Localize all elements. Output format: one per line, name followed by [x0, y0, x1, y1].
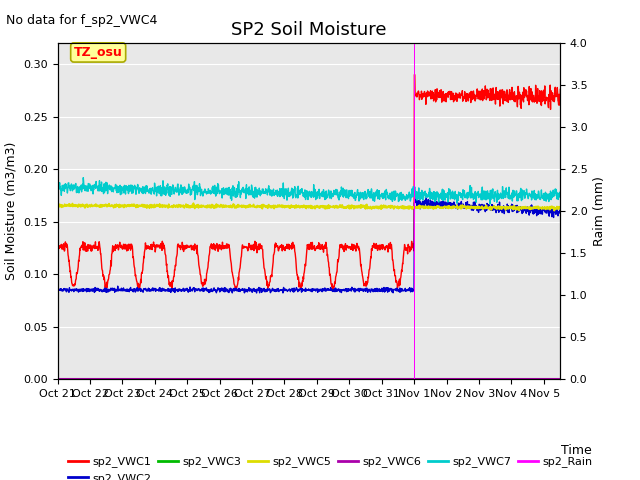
- sp2_VWC2: [303, 288, 311, 293]
- Text: TZ_osu: TZ_osu: [74, 46, 122, 59]
- Line: sp2_VWC1: sp2_VWC1: [58, 75, 576, 291]
- sp2_VWC5: [572, 205, 580, 211]
- sp2_VWC2: [440, 198, 447, 204]
- sp2_VWC7: [516, 190, 524, 196]
- sp2_VWC2: [566, 209, 574, 215]
- sp2_VWC6: [566, 376, 573, 382]
- sp2_VWC1: [566, 90, 574, 96]
- sp2_VWC3: [572, 376, 580, 382]
- sp2_VWC3: [439, 376, 447, 382]
- sp2_VWC3: [303, 376, 311, 382]
- sp2_VWC6: [303, 376, 311, 382]
- sp2_VWC7: [439, 198, 447, 204]
- sp2_VWC7: [54, 190, 61, 195]
- sp2_VWC5: [303, 203, 311, 209]
- sp2_VWC7: [79, 175, 87, 180]
- sp2_VWC1: [516, 89, 524, 95]
- Line: sp2_VWC7: sp2_VWC7: [58, 178, 576, 204]
- sp2_VWC6: [572, 376, 580, 382]
- sp2_VWC2: [294, 287, 301, 292]
- sp2_VWC6: [54, 376, 61, 382]
- sp2_VWC1: [440, 95, 447, 100]
- sp2_VWC2: [54, 288, 61, 294]
- sp2_VWC5: [54, 202, 61, 208]
- sp2_VWC2: [422, 195, 430, 201]
- sp2_VWC5: [515, 208, 523, 214]
- sp2_VWC3: [135, 376, 143, 382]
- sp2_VWC1: [293, 272, 301, 278]
- sp2_VWC5: [566, 204, 574, 210]
- sp2_VWC3: [515, 376, 523, 382]
- sp2_VWC5: [439, 205, 447, 211]
- sp2_VWC2: [135, 288, 143, 294]
- sp2_VWC2: [516, 208, 524, 214]
- sp2_VWC5: [294, 204, 301, 209]
- Title: SP2 Soil Moisture: SP2 Soil Moisture: [231, 21, 387, 39]
- sp2_VWC3: [566, 376, 573, 382]
- Y-axis label: Raim (mm): Raim (mm): [593, 176, 606, 246]
- sp2_VWC1: [329, 288, 337, 294]
- sp2_VWC7: [294, 185, 301, 191]
- sp2_VWC6: [515, 376, 523, 382]
- sp2_VWC3: [54, 376, 61, 382]
- sp2_VWC5: [135, 204, 143, 209]
- sp2_VWC2: [253, 290, 260, 296]
- sp2_VWC6: [293, 376, 301, 382]
- sp2_VWC2: [572, 209, 580, 215]
- sp2_VWC1: [135, 287, 143, 293]
- sp2_VWC1: [303, 245, 311, 251]
- sp2_VWC3: [293, 376, 301, 382]
- Y-axis label: Soil Moisture (m3/m3): Soil Moisture (m3/m3): [4, 142, 17, 280]
- sp2_VWC7: [572, 188, 580, 193]
- sp2_VWC1: [54, 241, 61, 247]
- sp2_VWC7: [566, 190, 574, 196]
- sp2_VWC6: [439, 376, 447, 382]
- sp2_VWC7: [486, 201, 494, 207]
- sp2_VWC5: [189, 200, 197, 206]
- sp2_VWC7: [303, 191, 311, 196]
- sp2_VWC1: [572, 96, 580, 102]
- sp2_VWC5: [550, 208, 558, 214]
- Legend: sp2_VWC1, sp2_VWC2, sp2_VWC3, sp2_VWC5, sp2_VWC6, sp2_VWC7, sp2_Rain: sp2_VWC1, sp2_VWC2, sp2_VWC3, sp2_VWC5, …: [63, 452, 596, 480]
- Text: No data for f_sp2_VWC4: No data for f_sp2_VWC4: [6, 14, 158, 27]
- Line: sp2_VWC2: sp2_VWC2: [58, 198, 576, 293]
- sp2_VWC7: [135, 191, 143, 196]
- Text: Time: Time: [561, 444, 591, 457]
- sp2_VWC6: [135, 376, 143, 382]
- Line: sp2_VWC5: sp2_VWC5: [58, 203, 576, 211]
- sp2_VWC1: [410, 72, 418, 78]
